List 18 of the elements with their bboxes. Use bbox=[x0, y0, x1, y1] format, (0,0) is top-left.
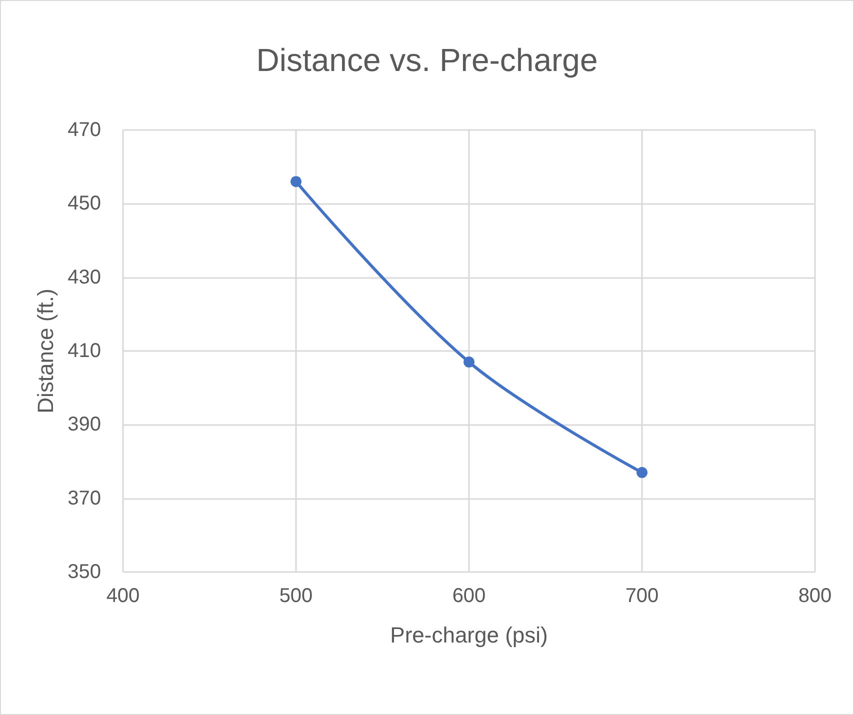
y-tick-label: 390 bbox=[68, 414, 101, 436]
y-tick-label: 410 bbox=[68, 340, 101, 362]
point bbox=[636, 467, 648, 478]
y-axis-title: Distance (ft.) bbox=[33, 288, 58, 414]
x-tick-label: 700 bbox=[625, 585, 659, 607]
x-tick-label: 600 bbox=[452, 585, 486, 607]
y-tick-label: 370 bbox=[68, 487, 101, 510]
point bbox=[290, 176, 302, 188]
x-axis-title: Pre-charge (psi) bbox=[390, 622, 548, 648]
y-tick-label: 350 bbox=[68, 561, 101, 583]
y-tick-label: 470 bbox=[68, 119, 101, 141]
y-tick-label: 450 bbox=[68, 192, 101, 215]
chart-title: Distance vs. Pre-charge bbox=[256, 42, 598, 78]
point bbox=[464, 356, 474, 368]
x-tick-label: 500 bbox=[279, 585, 313, 607]
y-tick-label: 430 bbox=[68, 266, 101, 288]
x-tick-label: 800 bbox=[798, 585, 832, 607]
x-tick-label: 400 bbox=[106, 585, 140, 607]
